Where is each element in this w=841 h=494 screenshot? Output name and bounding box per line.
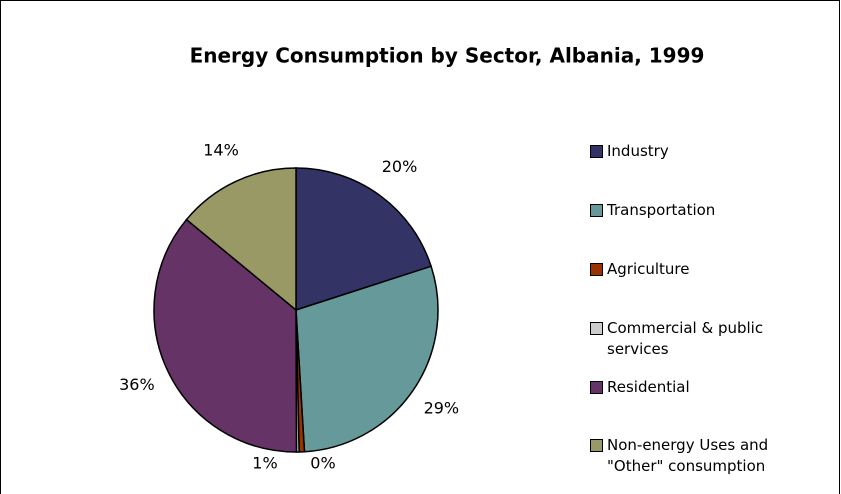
legend-label: Residential xyxy=(607,378,690,396)
legend-label: Transportation xyxy=(607,201,716,219)
legend-swatch xyxy=(590,263,603,276)
legend-label: Industry xyxy=(607,142,669,160)
legend-entry: Residential xyxy=(590,377,785,398)
chart-title: Energy Consumption by Sector, Albania, 1… xyxy=(190,44,705,68)
data-label: 29% xyxy=(424,399,460,418)
legend-entry: Commercial & public services xyxy=(590,318,785,360)
legend-label: Agriculture xyxy=(607,260,690,278)
legend-label: Non-energy Uses and "Other" consumption xyxy=(607,436,769,475)
pie-slice xyxy=(153,218,298,453)
legend-swatch xyxy=(590,204,603,217)
pie-slice xyxy=(295,265,439,453)
legend-swatch xyxy=(590,381,603,394)
legend-swatch xyxy=(590,145,603,158)
legend-label: Commercial & public services xyxy=(607,319,764,358)
legend-swatch xyxy=(590,322,603,335)
data-label: 36% xyxy=(119,375,155,394)
data-label: 20% xyxy=(382,157,418,176)
pie-slice xyxy=(295,167,433,312)
pie-slice xyxy=(185,167,297,312)
data-label: 0% xyxy=(310,454,335,473)
legend-entry: Transportation xyxy=(590,200,785,221)
data-label: 14% xyxy=(203,140,239,159)
data-label: 1% xyxy=(252,454,277,473)
legend-entry: Industry xyxy=(590,141,785,162)
legend-entry: Non-energy Uses and "Other" consumption xyxy=(590,435,785,477)
legend-entry: Agriculture xyxy=(590,259,785,280)
legend-swatch xyxy=(590,439,603,452)
